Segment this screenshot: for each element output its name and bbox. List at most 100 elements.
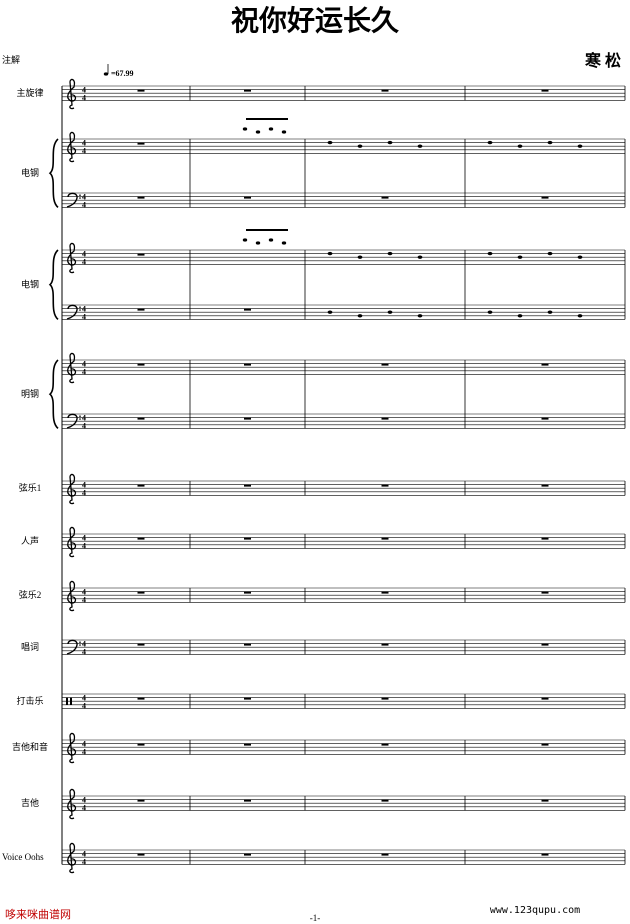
note [387,251,393,256]
staff: 44 [62,473,625,505]
time-sig: 4 [82,93,86,102]
staff: 44 [62,693,625,710]
note [327,140,333,145]
whole-rest [137,142,145,145]
page-number: -1- [310,913,321,923]
staff: 44 [62,78,625,110]
whole-rest [541,697,549,700]
time-sig: 4 [82,694,86,703]
staff: 44 [62,118,625,163]
time-sig: 4 [82,640,86,649]
treble-clef [67,78,77,110]
bass-dot [79,306,81,308]
whole-rest [244,196,251,199]
whole-rest [137,743,145,746]
whole-rest [137,853,145,856]
note [357,314,363,318]
whole-rest [244,591,251,594]
note [281,130,287,134]
composer: 寒 松 [584,51,621,70]
brace [48,249,59,320]
site-url: www.123qupu.com [490,905,580,916]
treble-clef [67,242,77,274]
whole-rest [137,417,145,420]
bass-dot [79,197,81,199]
time-sig: 4 [82,193,86,202]
whole-rest [244,484,251,487]
bass-dot [79,644,81,646]
note [487,310,493,314]
note [327,310,333,314]
note [255,130,261,134]
note [517,144,523,148]
whole-rest [541,799,549,802]
staff-label: 吉他和音 [12,741,48,752]
whole-rest [381,89,389,92]
time-sig: 4 [82,250,86,259]
time-sig: 4 [82,796,86,805]
whole-rest [244,853,251,856]
whole-rest [244,799,251,802]
whole-rest [137,643,145,646]
whole-rest [541,363,549,366]
time-sig: 4 [82,305,86,314]
time-sig: 4 [82,595,86,604]
time-sig: 4 [82,534,86,543]
whole-rest [381,743,389,746]
whole-rest [137,308,145,311]
perc-clef [66,697,68,705]
note [517,314,523,318]
whole-rest [381,697,389,700]
time-sig: 4 [82,139,86,148]
title: 祝你好运长久 [231,5,399,37]
whole-rest [541,196,549,199]
staff: 44 [62,526,625,558]
note [487,251,493,256]
whole-rest [244,643,251,646]
time-sig: 4 [82,857,86,866]
time-sig: 4 [82,541,86,550]
note [387,140,393,145]
beam [246,118,288,120]
treble-clef [67,788,77,820]
whole-rest [381,484,389,487]
bass-dot [79,415,81,417]
bass-clef [66,192,78,208]
whole-rest [137,253,145,256]
whole-rest [381,591,389,594]
time-sig: 4 [82,200,86,209]
time-sig: 4 [82,367,86,376]
time-sig: 4 [82,86,86,95]
staff-label: 唱词 [21,642,39,652]
staff: 44 [62,639,625,656]
whole-rest [137,799,145,802]
perc-clef [70,697,72,705]
whole-rest [381,417,389,420]
whole-rest [541,417,549,420]
staff: 44 [62,192,625,209]
staff-label: 人声 [21,535,39,546]
note [281,241,287,245]
bass-clef [66,413,78,429]
whole-rest [244,697,251,700]
whole-rest [244,308,251,311]
note [255,241,261,245]
note [417,255,423,259]
staff: 44 [62,352,625,384]
time-sig: 4 [82,803,86,812]
whole-rest [541,853,549,856]
time-sig: 4 [82,850,86,859]
whole-rest [244,89,251,92]
staff: 44 [62,842,625,874]
whole-rest [244,537,251,540]
treble-clef [67,732,77,764]
staff: 44 [62,580,625,612]
brace [48,359,59,429]
whole-rest [137,697,145,700]
time-sig: 4 [82,701,86,710]
whole-rest [541,537,549,540]
note [417,144,423,148]
whole-rest [244,363,251,366]
note [547,140,553,145]
